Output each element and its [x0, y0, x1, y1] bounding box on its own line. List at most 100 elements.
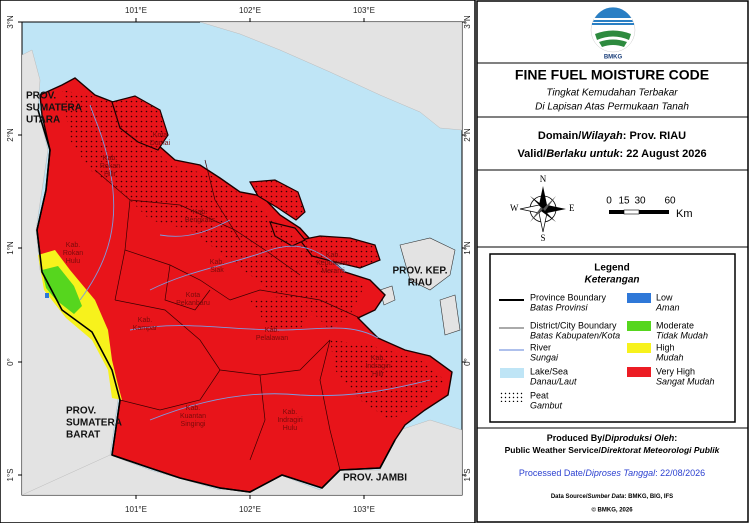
lat-label: 2°N — [6, 128, 15, 142]
district-label: Kepulauan — [316, 260, 350, 267]
legend-swatch — [627, 293, 651, 303]
compass-needle — [541, 209, 556, 222]
source-value: : BMKG, BIG, IFS — [625, 494, 674, 500]
lon-label: 101°E — [125, 6, 147, 15]
peat-area — [112, 96, 168, 150]
lon-label: 102°E — [239, 6, 261, 15]
peat-area — [250, 295, 310, 330]
district-label: Siak — [210, 267, 224, 274]
low-zone — [45, 293, 49, 298]
lon-label: 103°E — [353, 505, 375, 514]
legend-swatch — [627, 321, 651, 331]
processed-value: : 22/08/2026 — [655, 468, 705, 478]
data-source: Data Source/Sumber Data: BMKG, BIG, IFS — [551, 494, 673, 500]
region-label: RIAU — [408, 278, 432, 289]
river — [159, 219, 231, 237]
title: FINE FUEL MOISTURE CODE — [515, 67, 709, 83]
district-label: Kota — [186, 292, 201, 299]
district-label: Kab. — [326, 252, 340, 259]
district-label: Singingi — [181, 421, 206, 428]
legend-sublabel: Sungai — [530, 352, 559, 362]
lat-label: 2°N — [463, 128, 472, 142]
compass-e: E — [569, 203, 575, 213]
region-label: SUMATERA — [66, 418, 122, 429]
river — [129, 325, 379, 339]
lat-label: 1°N — [463, 241, 472, 255]
compass-s: S — [540, 233, 545, 243]
compass-w: W — [510, 203, 519, 213]
copyright: © BMKG, 2026 — [591, 507, 633, 514]
province-boundary — [111, 439, 396, 493]
peat-area — [300, 236, 380, 268]
lat-label: 0° — [463, 358, 472, 366]
info-panel: BMKG FINE FUEL MOISTURE CODE Tingkat Kem… — [476, 0, 749, 523]
district-label: Kab. — [138, 317, 152, 324]
valid: Valid/Berlaku untuk: 22 August 2026 — [517, 148, 706, 160]
lat-label: 1°S — [6, 469, 15, 482]
moderate-zone — [42, 266, 82, 314]
producer-en: Public Weather Service/ — [505, 445, 602, 455]
legend-swatch — [627, 367, 651, 377]
domain-label-id: Wilayah — [581, 130, 623, 142]
legend-sublabel: Mudah — [656, 352, 684, 362]
compass-needle — [539, 186, 547, 209]
produced-label-id: Diproduksi Oleh — [605, 433, 675, 443]
district-boundary — [219, 339, 331, 376]
district-label: Kuantan — [180, 413, 206, 420]
district-label: Kab. — [371, 355, 385, 362]
land-malaysia — [199, 22, 462, 131]
compass-needle — [530, 207, 543, 222]
legend-sublabel: Aman — [655, 302, 680, 312]
compass-n: N — [540, 174, 547, 184]
district-boundary — [124, 249, 231, 301]
land-kepri-island — [379, 285, 396, 306]
district-label: Kab. — [186, 405, 200, 412]
lat-label: 0° — [6, 358, 15, 366]
legend-label: District/City Boundary — [530, 320, 617, 330]
valid-value: : 22 August 2026 — [620, 148, 707, 160]
logo-stripe — [592, 23, 634, 25]
legend-label: High — [656, 342, 675, 352]
region-label: SUMATERA — [26, 103, 82, 114]
scale-seg — [623, 209, 640, 215]
scale-label: 60 — [664, 196, 676, 207]
lat-label: 1°S — [463, 469, 472, 482]
compass-needle — [530, 196, 545, 209]
region-label: BARAT — [66, 430, 100, 441]
land-kepri — [399, 237, 456, 291]
scale-unit: Km — [676, 208, 693, 220]
produced-by: Produced By/Diproduksi Oleh: — [547, 433, 678, 443]
district-label: Hilir — [372, 371, 385, 378]
processed-label-id: Diproses Tanggal — [585, 468, 656, 478]
district-label: Kampar — [133, 325, 158, 332]
produced-sep: : — [674, 433, 677, 443]
legend-label: River — [530, 342, 551, 352]
land-jambi — [22, 419, 462, 495]
legend-symbol-lake — [500, 368, 524, 378]
lon-label: 102°E — [239, 505, 261, 514]
legend-sublabel: Tidak Mudah — [656, 330, 708, 340]
district-boundary — [229, 289, 361, 319]
bmkg-logo: BMKG — [590, 7, 636, 61]
scale-seg — [609, 210, 624, 214]
legend-label: Peat — [530, 390, 549, 400]
district-label: Kab. — [193, 209, 207, 216]
produced-label: Produced By/ — [547, 433, 606, 443]
district-label: Indragiri — [365, 363, 391, 370]
domain-value: : Prov. RIAU — [623, 130, 686, 142]
scale-label: 15 — [618, 196, 630, 207]
scale-label: 30 — [634, 196, 646, 207]
district-boundary — [319, 339, 341, 471]
logo-land — [599, 39, 627, 47]
legend-label: Very High — [656, 366, 695, 376]
valid-label: Valid/ — [517, 148, 546, 160]
logo-text: BMKG — [604, 55, 623, 61]
district-label: Bengkalis — [185, 217, 216, 224]
legend-sublabel: Danau/Laut — [530, 376, 577, 386]
lat-label: 1°N — [6, 241, 15, 255]
region-label: UTARA — [26, 115, 60, 126]
peat-area — [250, 180, 305, 220]
source-label: Data Source/ — [551, 494, 588, 500]
region-label: PROV. JAMBI — [343, 473, 407, 484]
lat-label: 3°N — [463, 15, 472, 29]
